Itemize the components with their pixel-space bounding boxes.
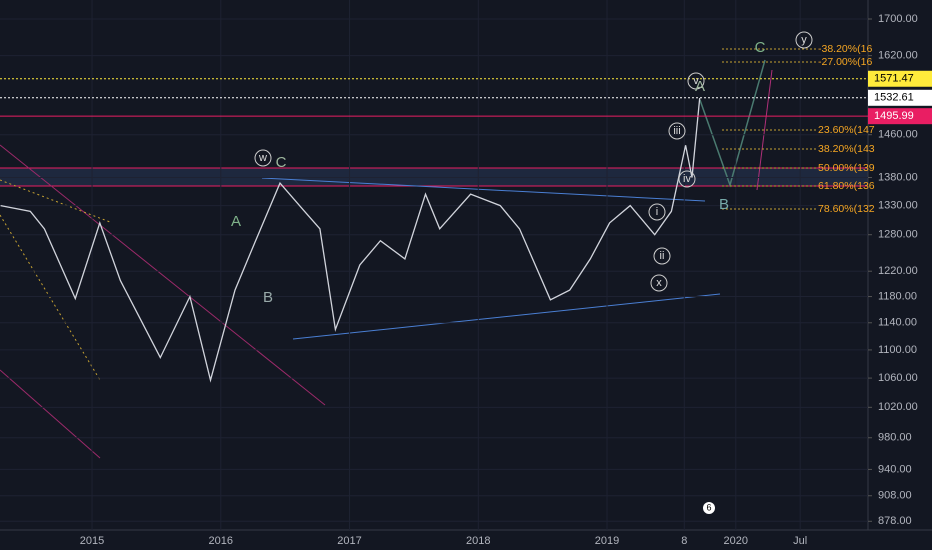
wave-circle <box>687 72 705 90</box>
wave-label: B <box>719 196 729 213</box>
fib-label: -38.20%(16 <box>818 43 872 55</box>
level-tag <box>868 108 932 125</box>
wave-label: w <box>258 152 267 164</box>
level-tag <box>868 89 932 106</box>
x-tick-label: 2017 <box>337 535 361 547</box>
channel-line <box>0 144 326 406</box>
fib-label: 61.80%(136 <box>818 180 875 192</box>
badge <box>703 502 715 514</box>
wave-label: x <box>656 277 662 289</box>
wave-label: y <box>801 34 807 46</box>
fib-label: -27.00%(16 <box>818 56 872 68</box>
y-tick-label: 1280.00 <box>878 229 918 241</box>
y-tick-label: 1700.00 <box>878 13 918 25</box>
x-tick-label: 2018 <box>466 535 490 547</box>
y-tick-label: 1140.00 <box>878 317 917 329</box>
y-tick-label: 1380.00 <box>878 171 918 183</box>
trend-line <box>292 293 721 340</box>
wave-circle <box>678 170 696 188</box>
x-tick-label: 2015 <box>80 535 104 547</box>
x-tick-label: 2020 <box>724 535 748 547</box>
fib-label: 50.00%(139 <box>818 162 875 174</box>
fib-label: 78.60%(132 <box>818 203 875 215</box>
y-tick-label: 1180.00 <box>878 290 917 302</box>
x-tick-label: 8 <box>681 535 687 547</box>
level-label: 1571.47 <box>874 73 914 85</box>
wave-circle <box>668 122 686 140</box>
wave-circle <box>648 203 666 221</box>
y-tick-label: 940.00 <box>878 463 912 475</box>
channel-line <box>0 369 101 459</box>
wave-circle <box>254 149 272 167</box>
x-tick-label: 2016 <box>209 535 233 547</box>
projection <box>756 69 773 191</box>
y-tick-label: 1460.00 <box>878 129 918 141</box>
wave-label: v <box>693 75 699 87</box>
fib-label: 23.60%(147 <box>818 124 875 136</box>
wave-label: C <box>755 39 766 56</box>
fib-label: 38.20%(143 <box>818 143 875 155</box>
y-tick-label: 980.00 <box>878 432 912 444</box>
wave-label: ii <box>660 250 665 262</box>
wave-circle <box>650 274 668 292</box>
y-tick-label: 908.00 <box>878 490 912 502</box>
wave-label: A <box>231 213 241 230</box>
y-tick-label: 1220.00 <box>878 265 918 277</box>
badge-label: 6 <box>706 502 711 512</box>
x-tick-label: Jul <box>793 535 807 547</box>
level-label: 1495.99 <box>874 110 914 122</box>
wave-circle <box>653 247 671 265</box>
wave-label: iv <box>683 173 691 185</box>
level-label: 1532.61 <box>874 92 914 104</box>
y-tick-label: 1020.00 <box>878 401 918 413</box>
y-tick-label: 1330.00 <box>878 199 918 211</box>
decorations <box>0 0 932 531</box>
projection <box>699 59 766 188</box>
price-line <box>0 98 701 383</box>
y-tick-label: 1620.00 <box>878 50 918 62</box>
wave-label: A <box>695 78 705 95</box>
wave-label: B <box>263 289 273 306</box>
level-tag <box>868 70 932 87</box>
y-tick-label: 1060.00 <box>878 372 918 384</box>
channel-line <box>0 214 101 381</box>
wave-circle <box>795 31 813 49</box>
zone <box>0 168 868 186</box>
wave-label: iii <box>673 125 680 137</box>
x-tick-label: 2019 <box>595 535 619 547</box>
y-tick-label: 1100.00 <box>878 344 917 356</box>
trend-line <box>261 177 706 202</box>
wave-label: C <box>276 154 287 171</box>
y-tick-label: 878.00 <box>878 515 912 527</box>
wave-label: i <box>656 206 658 218</box>
